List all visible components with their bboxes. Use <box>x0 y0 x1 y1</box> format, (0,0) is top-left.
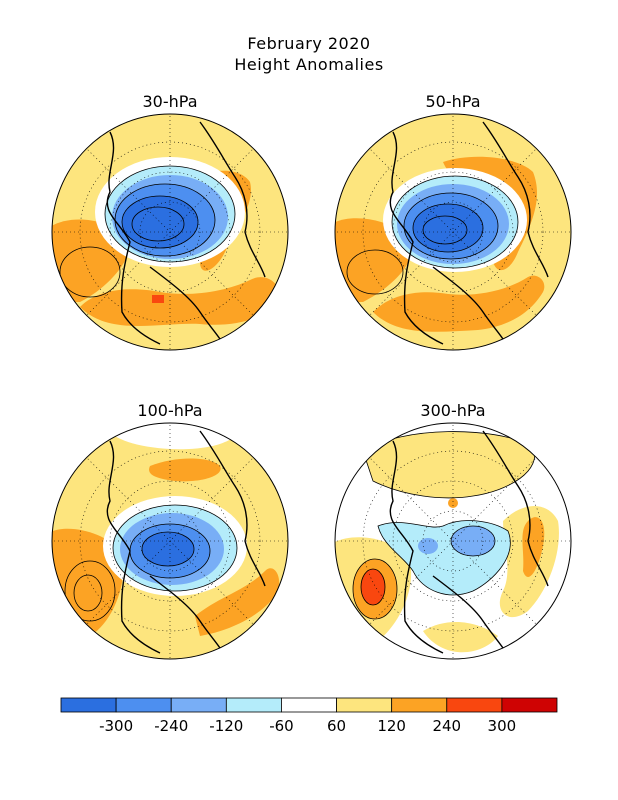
positive-anomaly-america <box>373 275 545 332</box>
positive-anomaly-america <box>80 277 280 327</box>
graticule <box>335 423 571 659</box>
negative-anomaly-core <box>413 204 483 252</box>
colorbar-tick-label: 300 <box>487 717 517 735</box>
positive-anomaly-east <box>195 568 280 636</box>
positive-anomaly-north <box>363 431 535 498</box>
panel-title-50hpa: 50-hPa <box>425 92 481 111</box>
colorbar-tick-label: -60 <box>269 717 294 735</box>
colorbar-tick-label: 120 <box>377 717 406 735</box>
colorbar-swatch <box>115 697 172 713</box>
colorbar-swatch <box>501 697 558 713</box>
colorbar-swatch <box>170 697 227 713</box>
coastlines <box>389 121 549 348</box>
positive-anomaly-north <box>149 458 221 482</box>
colorbar-swatch <box>225 697 282 713</box>
colorbar-tick-label: -120 <box>209 717 244 735</box>
map-300hpa <box>334 422 572 660</box>
map-50hpa <box>334 113 572 351</box>
colorbar-swatch <box>446 697 503 713</box>
map-100hpa <box>51 422 289 660</box>
colorbar-swatch <box>336 697 393 713</box>
colorbar-tick-label: 60 <box>327 717 347 735</box>
map-30hpa <box>51 113 289 351</box>
positive-anomaly-south <box>423 621 498 653</box>
colorbar-tick-label: 240 <box>432 717 462 735</box>
graticule <box>335 114 571 350</box>
panel-title-300hpa: 300-hPa <box>420 401 486 420</box>
colorbar-swatch <box>391 697 448 713</box>
panel-title-100hpa: 100-hPa <box>137 401 203 420</box>
negative-anomaly-core <box>142 532 194 566</box>
colorbar-swatch <box>60 697 117 713</box>
strong-positive-core <box>361 569 385 605</box>
figure-subtitle: Height Anomalies <box>234 55 384 74</box>
graticule <box>52 423 288 659</box>
negative-anomaly-core <box>122 196 198 248</box>
colorbar-tick-label: -240 <box>154 717 189 735</box>
graticule <box>52 114 288 350</box>
strong-positive-spot <box>152 295 164 303</box>
colorbar <box>60 697 558 713</box>
colorbar-tick-label: -300 <box>99 717 134 735</box>
coastlines <box>106 121 266 348</box>
colorbar-swatch <box>281 697 337 713</box>
panel-title-30hpa: 30-hPa <box>142 92 198 111</box>
figure-title: February 2020 <box>247 34 371 53</box>
coastlines <box>106 430 266 657</box>
coastlines <box>389 430 549 657</box>
